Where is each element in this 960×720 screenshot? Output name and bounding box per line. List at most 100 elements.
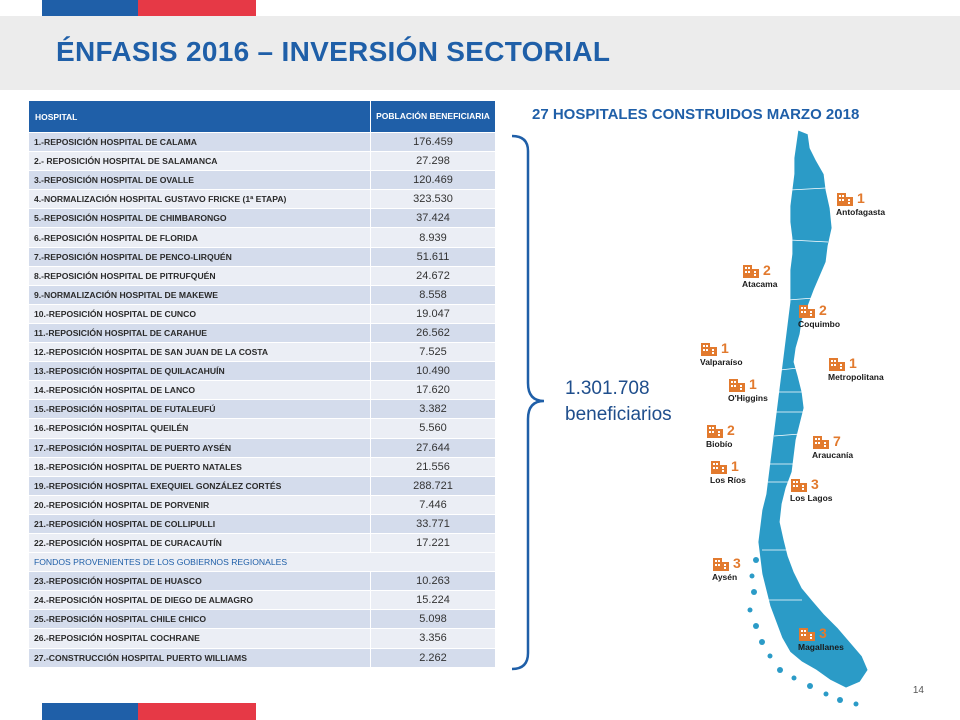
hospital-name: 16.-REPOSICIÓN HOSPITAL QUEILÉN: [28, 418, 371, 439]
table-row: 5.-REPOSICIÓN HOSPITAL DE CHIMBARONGO 37.…: [28, 208, 496, 229]
table-row: 13.-REPOSICIÓN HOSPITAL DE QUILACAHUÍN 10…: [28, 361, 496, 382]
table-row: 26.-REPOSICIÓN HOSPITAL COCHRANE 3.356: [28, 628, 496, 649]
region-hospital-count: 3: [819, 625, 827, 641]
region-hospital-count: 2: [727, 422, 735, 438]
hospital-name: 12.-REPOSICIÓN HOSPITAL DE SAN JUAN DE L…: [28, 342, 371, 363]
table-row: 18.-REPOSICIÓN HOSPITAL DE PUERTO NATALE…: [28, 456, 496, 477]
population-value: 27.298: [370, 151, 496, 172]
region-marker: 1 O'Higgins: [728, 376, 768, 403]
table-row: 23.-REPOSICIÓN HOSPITAL DE HUASCO 10.263: [28, 571, 496, 592]
population-value: 21.556: [370, 456, 496, 477]
population-value: 7.446: [370, 494, 496, 515]
table-row: 10.-REPOSICIÓN HOSPITAL DE CUNCO 19.047: [28, 303, 496, 324]
hospital-name: 8.-REPOSICIÓN HOSPITAL DE PITRUFQUÉN: [28, 265, 371, 286]
population-value: 3.382: [370, 399, 496, 420]
hospital-name: 22.-REPOSICIÓN HOSPITAL DE CURACAUTÍN: [28, 532, 371, 554]
section-label: FONDOS PROVENIENTES DE LOS GOBIERNOS REG…: [28, 552, 496, 573]
hospital-building-icon: [713, 558, 729, 571]
curly-brace: [511, 134, 545, 671]
region-marker-top: 1: [700, 340, 729, 356]
hospital-name: 1.-REPOSICIÓN HOSPITAL DE CALAMA: [28, 131, 371, 153]
region-marker: 7 Araucanía: [812, 433, 853, 460]
table-row: 8.-REPOSICIÓN HOSPITAL DE PITRUFQUÉN 24.6…: [28, 265, 496, 286]
region-marker: 3 Magallanes: [798, 625, 844, 652]
region-marker-top: 1: [836, 190, 865, 206]
table-row: 24.-REPOSICIÓN HOSPITAL DE DIEGO DE ALMA…: [28, 590, 496, 611]
region-name: O'Higgins: [728, 393, 768, 403]
table-row: 9.-NORMALIZACIÓN HOSPITAL DE MAKEWE 8.558: [28, 284, 496, 305]
hospital-name: 11.-REPOSICIÓN HOSPITAL DE CARAHUE: [28, 322, 371, 344]
population-value: 37.424: [370, 208, 496, 229]
region-name: Antofagasta: [836, 207, 886, 217]
hospital-building-icon: [813, 436, 829, 449]
region-marker: 1 Los Ríos: [710, 458, 746, 485]
hospital-name: 26.-REPOSICIÓN HOSPITAL COCHRANE: [28, 628, 371, 649]
region-marker-top: 1: [828, 355, 857, 371]
region-marker-top: 3: [798, 625, 827, 641]
region-marker-top: 2: [798, 302, 827, 318]
region-marker: 1 Antofagasta: [836, 190, 885, 217]
region-hospital-count: 1: [749, 376, 757, 392]
region-name: Los Lagos: [790, 493, 833, 503]
region-marker: 2 Atacama: [742, 262, 777, 289]
region-name: Coquimbo: [798, 319, 841, 329]
hospital-building-icon: [799, 628, 815, 641]
table-row: 25.-REPOSICIÓN HOSPITAL CHILE CHICO 5.098: [28, 609, 496, 630]
population-value: 176.459: [370, 131, 496, 153]
hospital-name: 6.-REPOSICIÓN HOSPITAL DE FLORIDA: [28, 227, 371, 248]
region-marker: 1 Valparaíso: [700, 340, 743, 367]
table-row: 2.- REPOSICIÓN HOSPITAL DE SALAMANCA 27.2…: [28, 151, 496, 172]
hospital-building-icon: [829, 358, 845, 371]
region-name: Araucanía: [812, 450, 854, 460]
table-header-row: HOSPITAL POBLACIÓN BENEFICIARIA: [28, 100, 496, 133]
region-name: Valparaíso: [700, 357, 743, 367]
region-marker-top: 2: [742, 262, 771, 278]
hospital-name: 24.-REPOSICIÓN HOSPITAL DE DIEGO DE ALMA…: [28, 590, 371, 611]
region-name: Metropolitana: [828, 372, 884, 382]
region-name: Los Ríos: [710, 475, 746, 485]
hospital-name: 4.-NORMALIZACIÓN HOSPITAL GUSTAVO FRICKE…: [28, 189, 371, 210]
population-value: 15.224: [370, 590, 496, 611]
total-beneficiaries: 1.301.708 beneficiarios: [565, 376, 672, 428]
hospital-building-icon: [837, 193, 853, 206]
table-row: 21.-REPOSICIÓN HOSPITAL DE COLLIPULLI 33.…: [28, 513, 496, 534]
table-row: 15.-REPOSICIÓN HOSPITAL DE FUTALEUFÚ 3.38…: [28, 399, 496, 420]
hospital-building-icon: [799, 305, 815, 318]
region-marker: 3 Los Lagos: [790, 476, 833, 503]
hospital-name: 2.- REPOSICIÓN HOSPITAL DE SALAMANCA: [28, 151, 371, 172]
population-value: 8.939: [370, 227, 496, 248]
flag-bar-top: [42, 0, 256, 16]
total-value: 1.301.708: [565, 378, 650, 399]
flag-blue-segment: [42, 703, 138, 720]
hospital-name: 23.-REPOSICIÓN HOSPITAL DE HUASCO: [28, 571, 371, 592]
table-row: 3.-REPOSICIÓN HOSPITAL DE OVALLE 120.469: [28, 170, 496, 191]
map-title: 27 HOSPITALES CONSTRUIDOS MARZO 2018: [532, 106, 860, 123]
region-name: Aysén: [712, 572, 738, 582]
hospital-name: 10.-REPOSICIÓN HOSPITAL DE CUNCO: [28, 303, 371, 324]
hospitals-table: HOSPITAL POBLACIÓN BENEFICIARIA 1.-REPOS…: [28, 100, 496, 668]
region-marker-top: 2: [706, 422, 735, 438]
hospital-name: 21.-REPOSICIÓN HOSPITAL DE COLLIPULLI: [28, 513, 371, 534]
region-marker-top: 7: [812, 433, 841, 449]
population-value: 17.620: [370, 380, 496, 401]
population-value: 26.562: [370, 322, 496, 344]
flag-blue-segment: [42, 0, 138, 16]
region-name: Magallanes: [798, 642, 844, 652]
section-row-regional-funds: FONDOS PROVENIENTES DE LOS GOBIERNOS REG…: [28, 552, 496, 573]
population-value: 120.469: [370, 170, 496, 191]
hospital-name: 25.-REPOSICIÓN HOSPITAL CHILE CHICO: [28, 609, 371, 630]
total-label: beneficiarios: [565, 404, 672, 425]
population-value: 2.262: [370, 647, 496, 668]
region-hospital-count: 2: [819, 302, 827, 318]
table-row: 11.-REPOSICIÓN HOSPITAL DE CARAHUE 26.562: [28, 322, 496, 344]
population-value: 17.221: [370, 532, 496, 554]
flag-bar-bottom: [42, 703, 256, 720]
table-row: 19.-REPOSICIÓN HOSPITAL EXEQUIEL GONZÁLE…: [28, 475, 496, 496]
region-marker: 2 Biobío: [706, 422, 735, 449]
population-value: 10.263: [370, 571, 496, 592]
header-population: POBLACIÓN BENEFICIARIA: [370, 100, 496, 133]
table-row: 7.-REPOSICIÓN HOSPITAL DE PENCO-LIRQUÉN 5…: [28, 246, 496, 267]
population-value: 7.525: [370, 342, 496, 363]
region-marker-top: 3: [712, 555, 741, 571]
hospital-building-icon: [711, 461, 727, 474]
